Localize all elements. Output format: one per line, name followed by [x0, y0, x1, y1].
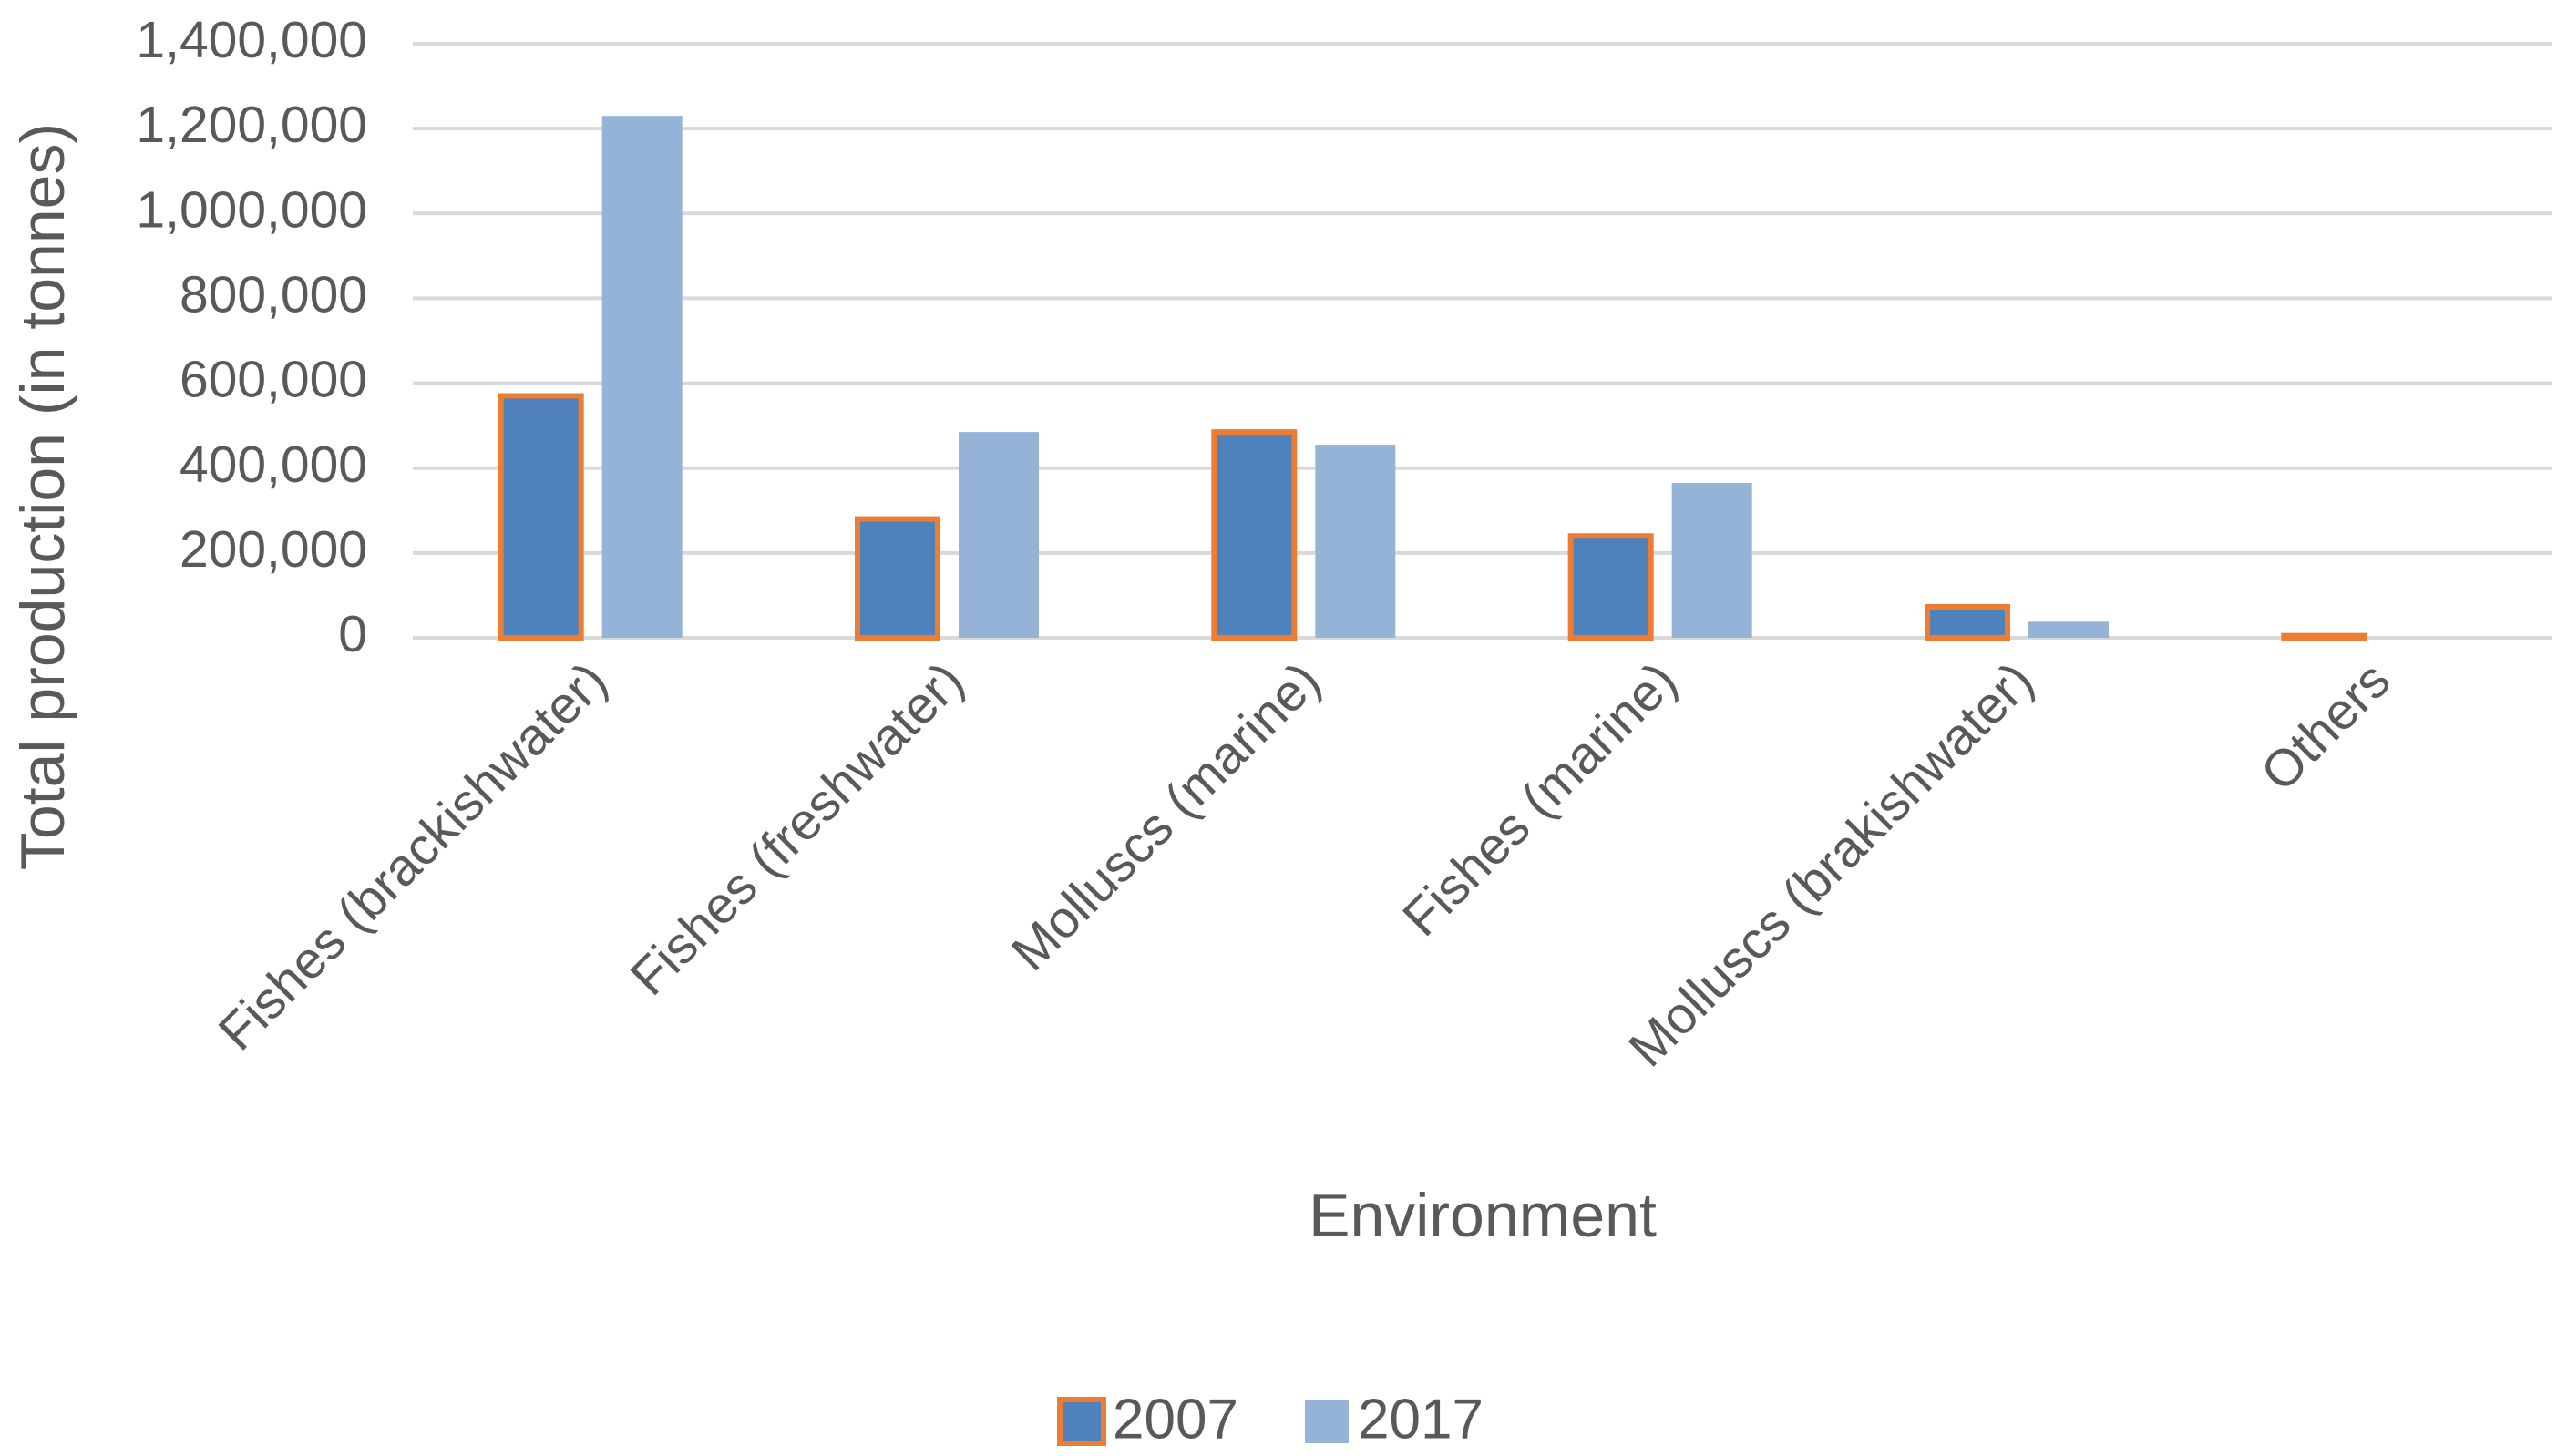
bar — [1315, 445, 1396, 638]
y-axis-title: Total production (in tonnes) — [8, 123, 77, 870]
x-tick-label: Molluscs (marine) — [1001, 651, 1331, 982]
bar — [1925, 604, 2010, 641]
y-tick-label: 800,000 — [180, 265, 367, 323]
y-tick-label: 1,200,000 — [136, 96, 367, 154]
x-tick-label: Fishes (brackishwater) — [208, 651, 619, 1062]
bar — [498, 393, 584, 641]
y-tick-label: 0 — [338, 605, 367, 663]
y-tick-label: 600,000 — [180, 351, 367, 409]
bar — [1211, 429, 1298, 641]
x-tick-label: Others — [2250, 651, 2401, 803]
legend-label: 2017 — [1358, 1388, 1484, 1451]
y-tick-label: 200,000 — [180, 520, 367, 579]
legend-swatch — [1305, 1400, 1349, 1443]
y-tick-label: 400,000 — [180, 436, 367, 494]
y-tick-label: 1,400,000 — [136, 11, 367, 69]
bar — [959, 432, 1039, 638]
bar — [601, 116, 683, 638]
bar — [2281, 632, 2367, 641]
legend-label: 2007 — [1113, 1388, 1238, 1451]
x-axis-title: Environment — [1309, 1181, 1657, 1250]
bar — [2028, 621, 2109, 638]
x-tick-label: Fishes (freshwater) — [620, 651, 975, 1007]
x-tick-label: Molluscs (brakishwater) — [1617, 651, 2045, 1079]
x-tick-label: Fishes (marine) — [1391, 651, 1688, 948]
bar — [1671, 483, 1752, 638]
bar — [855, 516, 940, 641]
bar — [1567, 533, 1654, 641]
legend-swatch — [1057, 1397, 1106, 1446]
y-tick-label: 1,000,000 — [136, 180, 367, 239]
